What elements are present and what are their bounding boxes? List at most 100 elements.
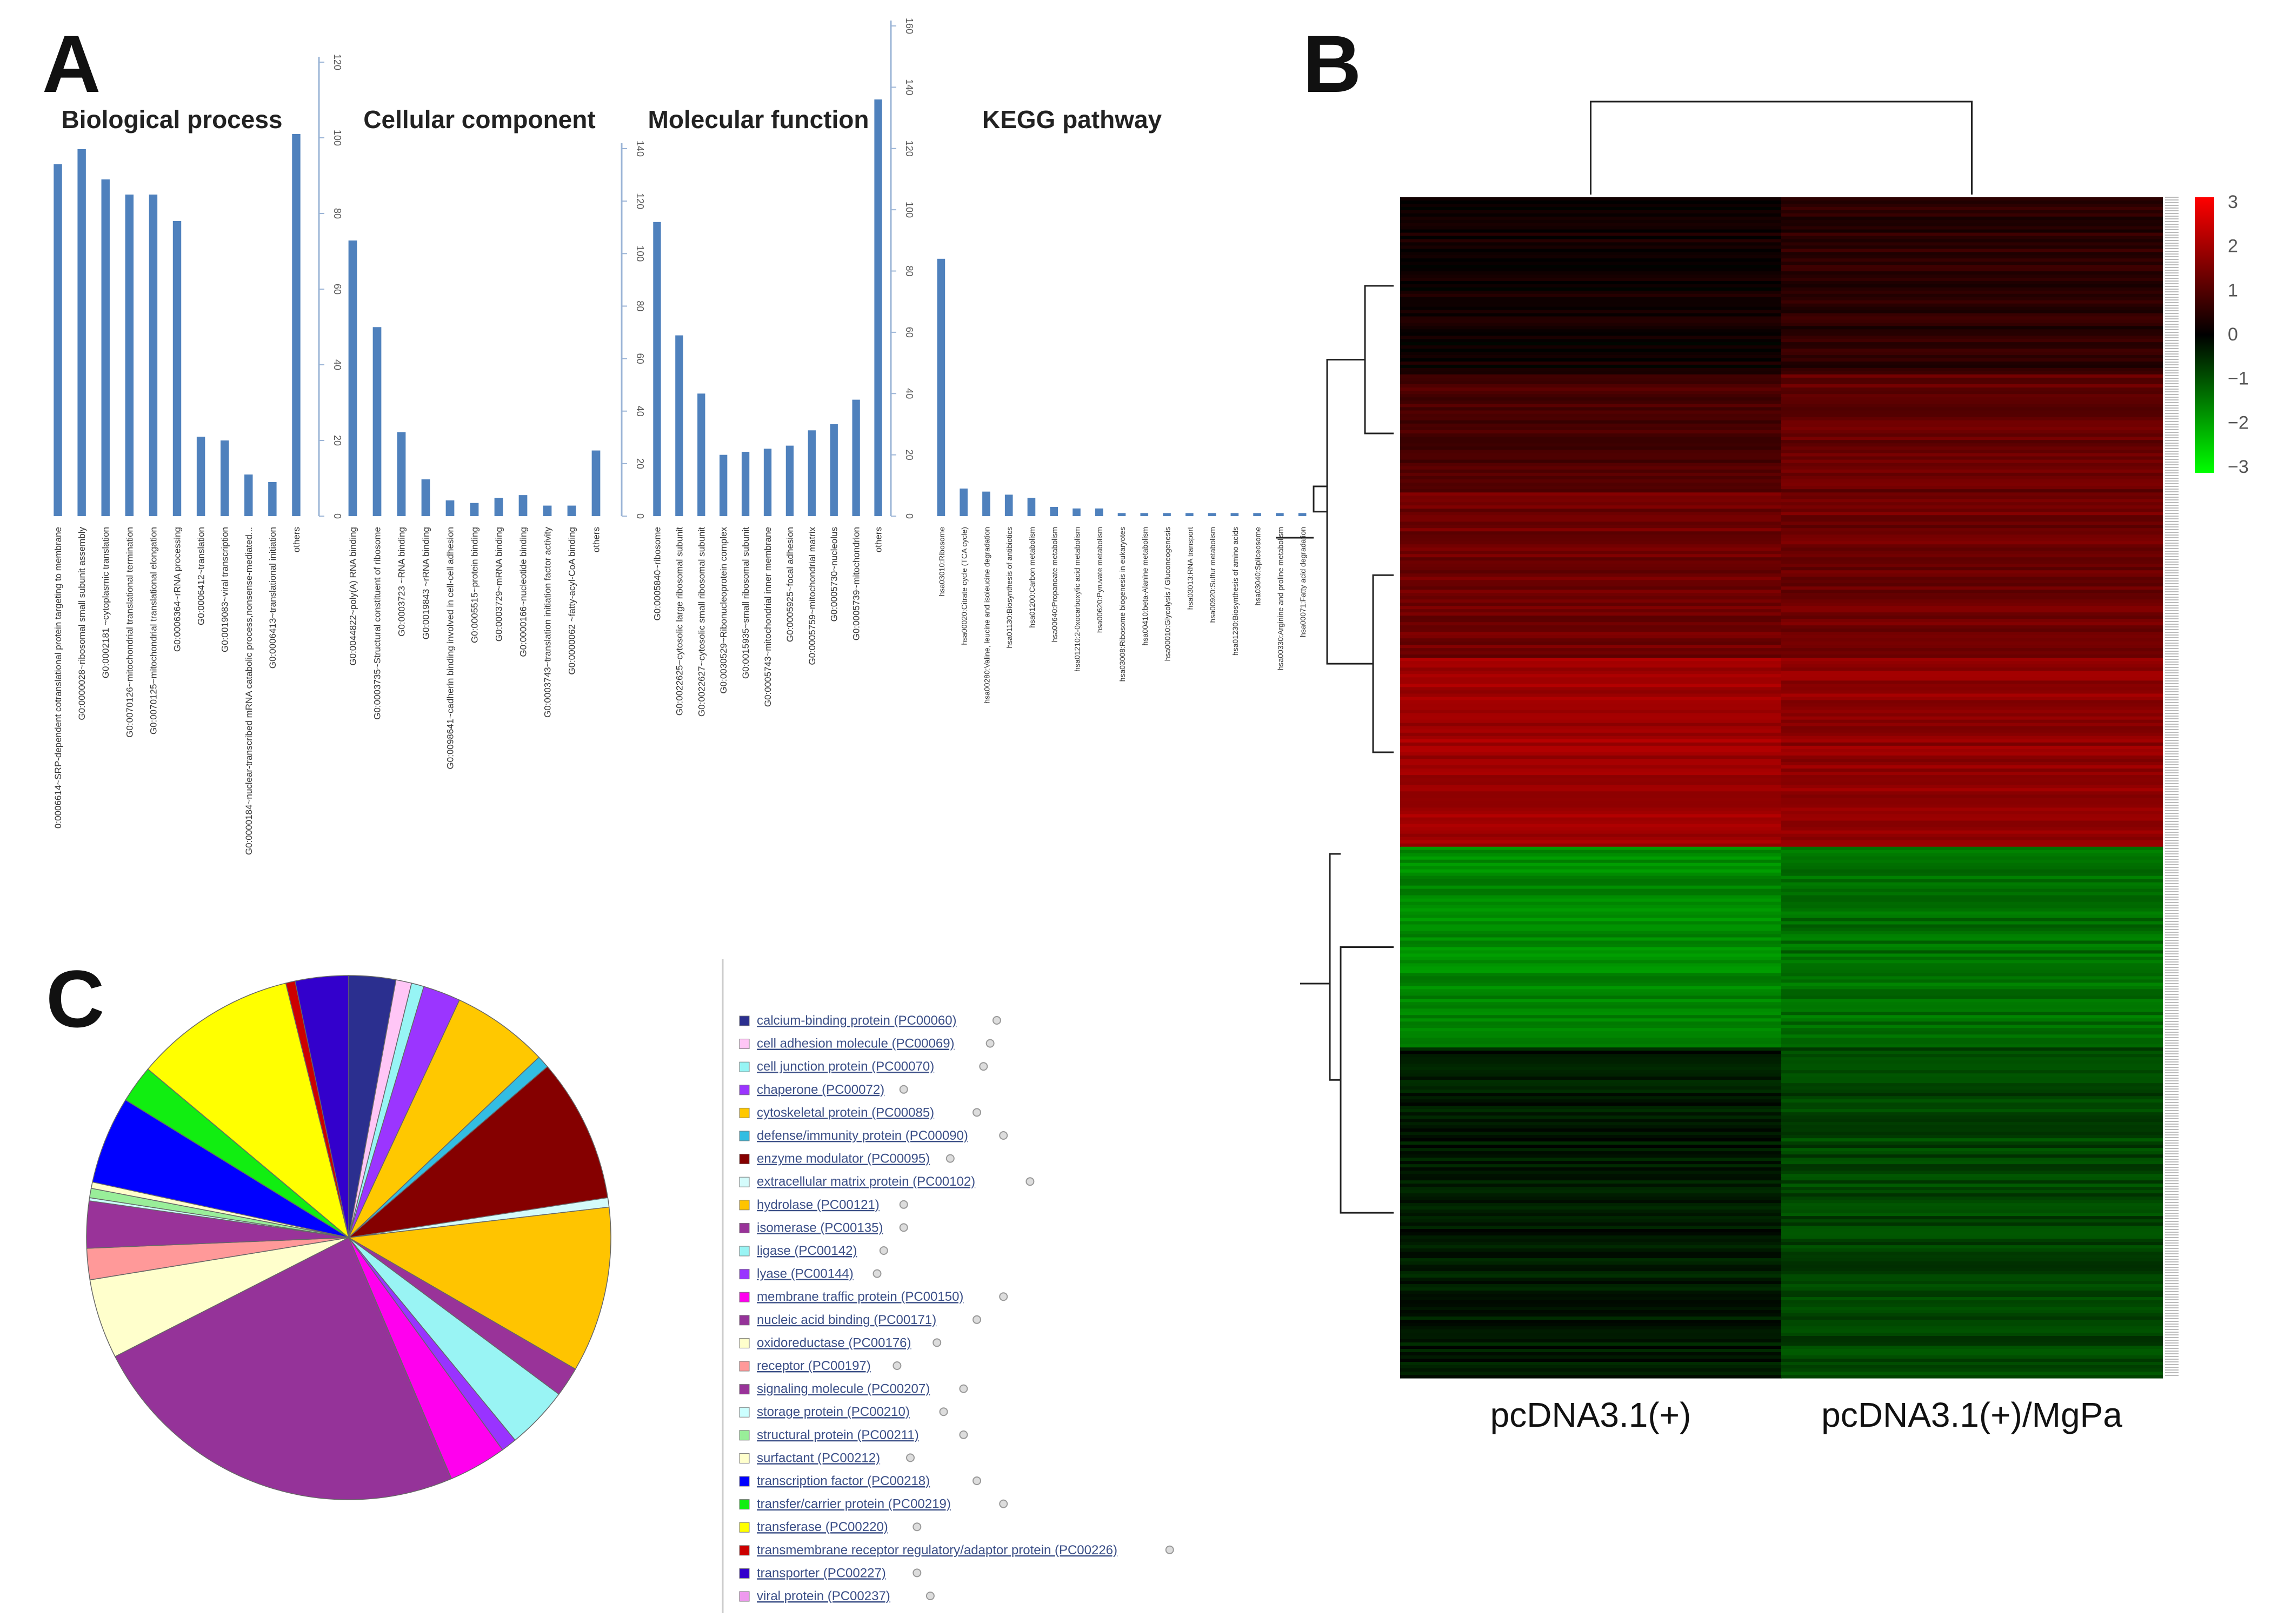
heatmap-cell: [1781, 567, 2163, 571]
heatmap-cell: [1781, 249, 2163, 252]
heatmap-cell: [1781, 1206, 2163, 1210]
dendrogram-branch: [1340, 946, 1394, 1214]
heatmap-cell: [1781, 306, 2163, 311]
heatmap-cell: [1781, 661, 2163, 665]
heatmap-cell: [1400, 1355, 1782, 1359]
bar-kegg-7: [1095, 508, 1103, 516]
heatmap-cell: [1781, 1326, 2163, 1330]
colorbar-tick-label: −2: [2228, 412, 2249, 433]
heatmap-cell: [1400, 651, 1782, 655]
heatmap-cell: [1400, 472, 1782, 477]
heatmap-cell: [1400, 648, 1782, 652]
heatmap-cell: [1400, 1291, 1782, 1294]
heatmap-cell: [1400, 1184, 1782, 1187]
heatmap-cell: [1400, 895, 1782, 899]
legend-label[interactable]: signaling molecule (PC00207): [757, 1382, 930, 1396]
heatmap-cell: [1781, 931, 2163, 935]
heatmap-cell: [1400, 957, 1782, 961]
legend-label[interactable]: extracellular matrix protein (PC00102): [757, 1174, 975, 1189]
legend-label[interactable]: hydrolase (PC00121): [757, 1198, 880, 1212]
heatmap-cell: [1781, 1083, 2163, 1087]
heatmap-cell: [1781, 645, 2163, 649]
heatmap-cell: [1781, 677, 2163, 681]
heatmap-cell: [1400, 404, 1782, 408]
heatmap-cell: [1400, 1329, 1782, 1333]
heatmap-cell: [1781, 1028, 2163, 1032]
legend-swatch: [739, 1246, 750, 1257]
heatmap-cell: [1781, 1219, 2163, 1223]
heatmap-cell: [1400, 1349, 1782, 1353]
bar-cc-5: [470, 503, 479, 516]
heatmap-cell: [1781, 1060, 2163, 1064]
heatmap-cells: [1400, 197, 2163, 1379]
legend-label[interactable]: cell junction protein (PC00070): [757, 1059, 934, 1074]
heatmap-cell: [1781, 339, 2163, 343]
legend-label[interactable]: lyase (PC00144): [757, 1267, 854, 1281]
legend-label[interactable]: viral protein (PC00237): [757, 1589, 890, 1603]
legend-label[interactable]: cytoskeletal protein (PC00085): [757, 1105, 934, 1120]
heatmap-cell: [1400, 1352, 1782, 1356]
info-icon: [899, 1223, 908, 1232]
heatmap-cell: [1400, 1090, 1782, 1093]
heatmap-cell: [1400, 755, 1782, 759]
category-label-kegg: hsa03008:Ribosome biogenesis in eukaryot…: [1118, 527, 1127, 681]
heatmap-cell: [1781, 262, 2163, 265]
heatmap-cell: [1781, 635, 2163, 639]
heatmap-colorbar: 3 2 1 0 −1 −2 −3: [2195, 192, 2249, 477]
legend-label[interactable]: transcription factor (PC00218): [757, 1474, 930, 1488]
legend-label[interactable]: surfactant (PC00212): [757, 1451, 880, 1465]
heatmap-cell: [1400, 1372, 1782, 1375]
legend-label[interactable]: cell adhesion molecule (PC00069): [757, 1037, 955, 1051]
heatmap-cell: [1400, 463, 1782, 467]
legend-label[interactable]: storage protein (PC00210): [757, 1405, 910, 1419]
bar-mf-1: [675, 335, 683, 516]
heatmap-cell: [1781, 755, 2163, 759]
heatmap-cell: [1781, 700, 2163, 704]
legend-label[interactable]: transferase (PC00220): [757, 1520, 888, 1534]
bar-chart-bp: Biological process 0:0006614~SRP-dependen…: [53, 54, 343, 855]
legend-label[interactable]: transporter (PC00227): [757, 1566, 886, 1580]
legend-label[interactable]: ligase (PC00142): [757, 1244, 857, 1258]
heatmap-cell: [1400, 417, 1782, 421]
heatmap-cell: [1400, 499, 1782, 503]
legend-label[interactable]: nucleic acid binding (PC00171): [757, 1313, 936, 1327]
heatmap-cell: [1781, 853, 2163, 857]
legend-label[interactable]: calcium-binding protein (PC00060): [757, 1013, 957, 1028]
legend-label[interactable]: membrane traffic protein (PC00150): [757, 1289, 963, 1304]
heatmap-cell: [1400, 364, 1782, 369]
bar-cc-3: [421, 479, 430, 516]
heatmap-cell: [1400, 641, 1782, 645]
info-icon: [999, 1131, 1008, 1140]
legend-label[interactable]: receptor (PC00197): [757, 1359, 871, 1373]
legend-swatch: [739, 1453, 750, 1463]
heatmap-cell: [1781, 1287, 2163, 1291]
heatmap-cell: [1781, 1002, 2163, 1006]
info-icon: [913, 1568, 922, 1578]
heatmap-cell: [1400, 236, 1782, 240]
heatmap-cell: [1781, 1015, 2163, 1019]
heatmap-cell: [1400, 479, 1782, 483]
heatmap-cell: [1400, 345, 1782, 349]
category-label-mf: G0:0005739~mitochondrion: [851, 527, 862, 640]
legend-label[interactable]: transmembrane receptor regulatory/adapto…: [757, 1543, 1117, 1558]
heatmap-cell: [1400, 973, 1782, 977]
heatmap-cell: [1400, 1258, 1782, 1262]
heatmap-cell: [1781, 394, 2163, 398]
heatmap-cell: [1781, 966, 2163, 971]
legend-label[interactable]: isomerase (PC00135): [757, 1220, 883, 1235]
bar-bp-3: [125, 195, 134, 516]
legend-label[interactable]: oxidoreductase (PC00176): [757, 1335, 911, 1350]
heatmap-cell: [1781, 1167, 2163, 1171]
legend-label[interactable]: defense/immunity protein (PC00090): [757, 1128, 968, 1143]
heatmap-cell: [1400, 1222, 1782, 1226]
heatmap-cell: [1400, 785, 1782, 788]
category-label-mf: G0:0022627~cytosolic small ribosomal sub…: [696, 527, 707, 717]
legend-label[interactable]: structural protein (PC00211): [757, 1428, 919, 1442]
heatmap-cell: [1781, 522, 2163, 525]
legend-label[interactable]: transfer/carrier protein (PC00219): [757, 1497, 951, 1512]
heatmap-cell: [1781, 1187, 2163, 1191]
legend-label[interactable]: enzyme modulator (PC00095): [757, 1152, 930, 1166]
heatmap-cell: [1400, 625, 1782, 629]
info-icon: [933, 1338, 942, 1347]
legend-label[interactable]: chaperone (PC00072): [757, 1082, 884, 1097]
